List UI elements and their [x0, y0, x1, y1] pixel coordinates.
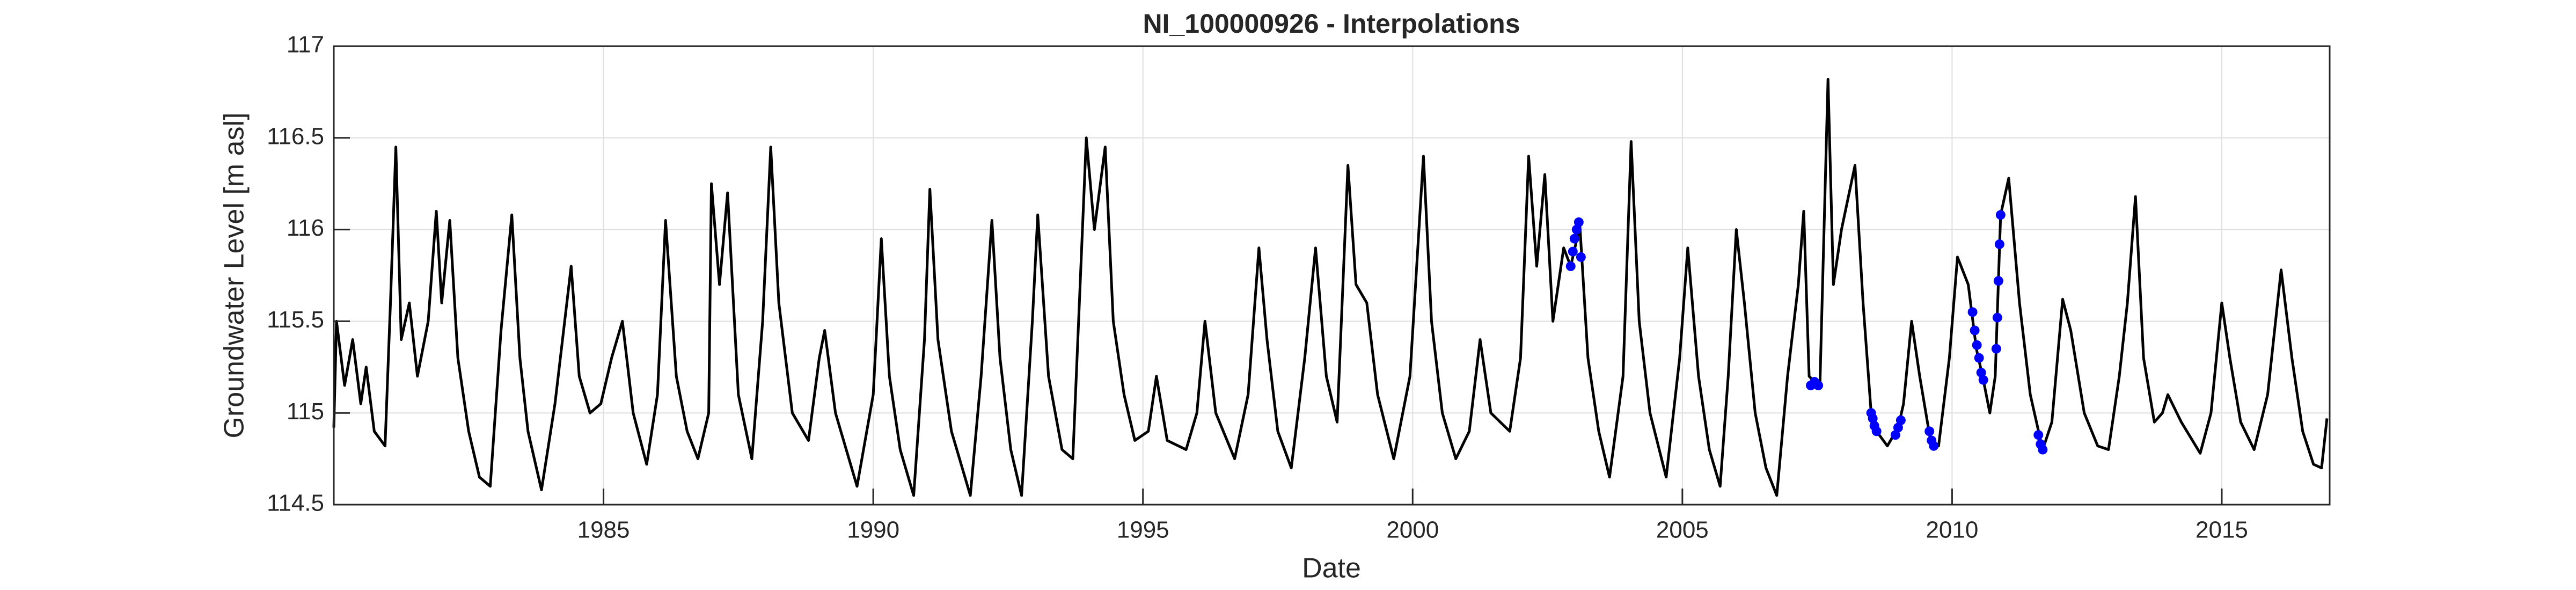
data-point: [1970, 325, 1980, 336]
data-point: [1967, 307, 1978, 317]
x-tick-label: 2015: [2196, 517, 2248, 543]
ticks: 1985 1990 1995 2000 2005 2010 2015 114.5 115 115.…: [267, 32, 2248, 543]
data-point: [1978, 375, 1988, 385]
data-point: [1565, 261, 1576, 271]
data-point: [1976, 368, 1986, 378]
y-tick-label: 115: [287, 398, 324, 425]
x-tick-label: 1995: [1117, 517, 1169, 543]
data-point: [1995, 210, 2006, 220]
data-point: [1813, 380, 1824, 390]
x-axis-label: Date: [1302, 553, 1361, 584]
data-point: [1574, 217, 1584, 227]
x-tick-label: 2005: [1656, 517, 1709, 543]
chart-title: NI_100000926 - Interpolations: [1143, 9, 1520, 39]
y-tick-label: 114.5: [267, 490, 324, 516]
data-point: [1924, 426, 1935, 436]
data-point: [1991, 344, 2001, 354]
plot-area: [334, 46, 2330, 505]
y-tick-label: 116.5: [267, 123, 324, 149]
data-point: [1868, 413, 1878, 424]
marks: [332, 77, 2329, 497]
data-point: [1993, 276, 2003, 286]
axes-box: [333, 45, 2331, 506]
data-point: [1569, 234, 1579, 244]
x-tick-label: 1990: [847, 517, 899, 543]
data-point: [1896, 415, 1906, 425]
data-point: [1890, 430, 1900, 440]
data-point: [1568, 246, 1578, 257]
data-point: [1871, 426, 1882, 436]
data-point: [1992, 312, 2002, 323]
y-axis-label: Groundwater Level [m asl]: [219, 113, 250, 439]
data-point: [1576, 252, 1586, 262]
data-point: [2033, 430, 2044, 440]
data-point: [1571, 224, 1582, 235]
data-point: [1972, 340, 1982, 350]
x-tick-label: 2010: [1926, 517, 1978, 543]
x-tick-label: 2000: [1386, 517, 1439, 543]
data-point: [2038, 445, 2048, 455]
x-tick-label: 1985: [577, 517, 630, 543]
data-line: [332, 77, 2329, 497]
y-tick-label: 115.5: [267, 307, 324, 333]
y-tick-label: 117: [287, 32, 324, 58]
data-point: [1994, 239, 2004, 249]
data-point: [1893, 423, 1903, 433]
y-tick-label: 116: [287, 215, 324, 241]
data-point: [1929, 441, 1939, 451]
data-point: [1974, 353, 1984, 363]
